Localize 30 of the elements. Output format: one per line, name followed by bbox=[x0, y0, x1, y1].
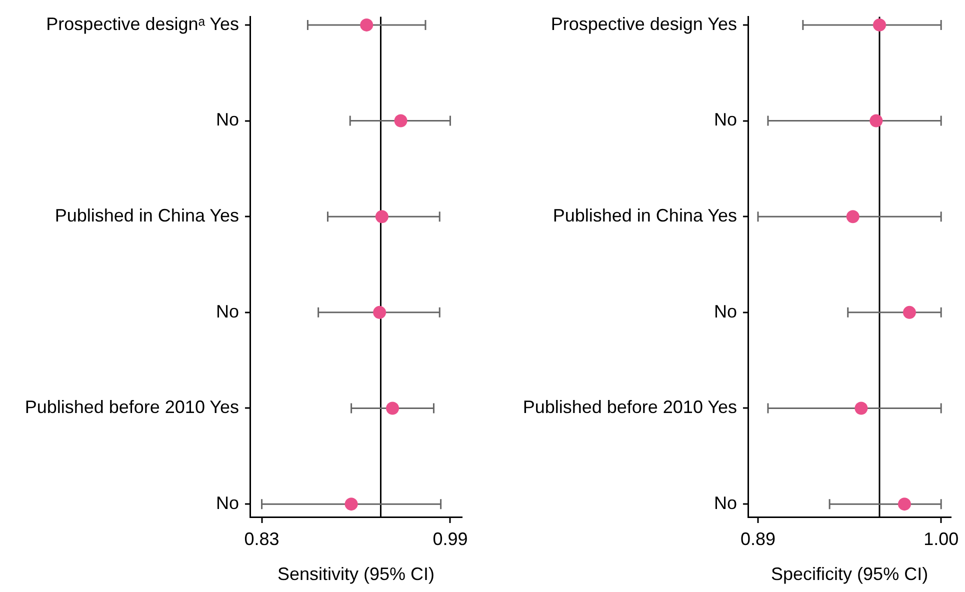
point bbox=[344, 498, 358, 511]
x-tick-label: 0.83 bbox=[244, 528, 280, 549]
y-tick-label: Prospective designᵃ Yes bbox=[46, 14, 239, 34]
point bbox=[386, 402, 400, 415]
y-tick-label: Published before 2010 Yes bbox=[24, 397, 239, 418]
point bbox=[854, 402, 868, 415]
y-tick-label: No bbox=[216, 301, 239, 322]
x-axis-title: Specificity (95% CI) bbox=[771, 564, 928, 584]
point bbox=[898, 498, 911, 511]
point bbox=[360, 18, 374, 32]
x-tick-label: 0.89 bbox=[740, 528, 776, 549]
point bbox=[375, 210, 388, 224]
y-tick-label: Published before 2010 Yes bbox=[522, 397, 737, 418]
y-tick-label: No bbox=[714, 110, 737, 130]
x-axis-title: Sensitivity (95% CI) bbox=[277, 564, 435, 584]
point bbox=[373, 306, 386, 319]
point bbox=[846, 210, 860, 224]
y-tick-label: Published in China Yes bbox=[552, 206, 737, 226]
x-tick-label: 0.99 bbox=[432, 528, 468, 549]
y-tick-label: No bbox=[216, 110, 239, 130]
y-tick-label: Prospective design Yes bbox=[550, 14, 737, 34]
x-tick-label: 1.00 bbox=[924, 528, 959, 549]
y-tick-label: Published in China Yes bbox=[54, 206, 239, 226]
point bbox=[870, 114, 883, 128]
point bbox=[394, 114, 408, 128]
point bbox=[873, 18, 886, 32]
y-tick-label: No bbox=[216, 493, 239, 514]
y-tick-label: No bbox=[714, 493, 737, 514]
point bbox=[902, 306, 916, 319]
y-tick-label: No bbox=[714, 301, 737, 322]
